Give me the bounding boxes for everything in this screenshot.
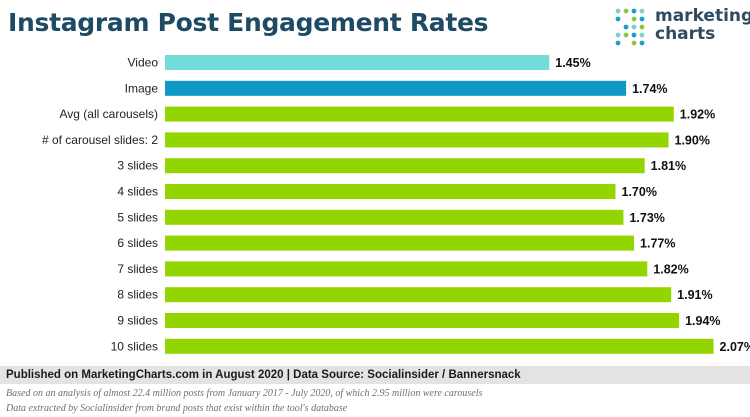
logo-dot bbox=[639, 8, 645, 14]
logo-dot bbox=[615, 32, 621, 38]
logo-dot bbox=[623, 24, 629, 30]
logo-dot bbox=[623, 8, 629, 14]
bar bbox=[165, 313, 680, 328]
data-label: 1.92% bbox=[680, 108, 715, 122]
bar bbox=[165, 261, 648, 277]
logo-dot bbox=[639, 16, 645, 22]
bar bbox=[165, 338, 714, 354]
data-label: 1.82% bbox=[653, 262, 688, 276]
category-label: Video bbox=[128, 56, 159, 70]
category-label: 9 slides bbox=[117, 314, 158, 328]
logo-dot bbox=[639, 40, 645, 46]
data-label: 1.70% bbox=[622, 185, 657, 199]
logo-dot bbox=[631, 24, 637, 30]
data-label: 1.90% bbox=[675, 133, 710, 147]
bar bbox=[165, 235, 635, 251]
bar bbox=[165, 55, 550, 70]
data-label: 1.73% bbox=[629, 211, 664, 225]
category-label: 8 slides bbox=[117, 288, 158, 302]
logo-dot bbox=[639, 24, 645, 30]
footer-note-extraction: Data extracted by Socialinsider from bra… bbox=[6, 403, 348, 414]
footer-note-analysis: Based on an analysis of almost 22.4 mill… bbox=[6, 388, 483, 399]
logo-dot bbox=[615, 16, 621, 22]
logo-text-line2: charts bbox=[655, 24, 716, 44]
footer-source: Published on MarketingCharts.com in Augu… bbox=[0, 366, 750, 384]
data-label: 1.74% bbox=[632, 82, 667, 96]
category-label: 4 slides bbox=[117, 185, 158, 199]
category-label: Image bbox=[125, 81, 159, 95]
data-label: 1.94% bbox=[685, 314, 720, 328]
logo-dot bbox=[631, 32, 637, 38]
data-label: 1.45% bbox=[555, 56, 590, 70]
bar bbox=[165, 158, 645, 174]
logo-text-line1: marketing bbox=[655, 6, 750, 26]
chart-title: Instagram Post Engagement Rates bbox=[8, 8, 489, 37]
category-label: # of carousel slides: 2 bbox=[42, 133, 158, 147]
category-label: 10 slides bbox=[111, 339, 158, 353]
marketingcharts-logo: marketing charts bbox=[613, 5, 750, 47]
category-label: 3 slides bbox=[117, 159, 158, 173]
category-label: 7 slides bbox=[117, 262, 158, 276]
logo-dot bbox=[639, 32, 645, 38]
logo-dots-icon bbox=[615, 8, 645, 46]
category-label: 6 slides bbox=[117, 236, 158, 250]
bar bbox=[165, 106, 674, 122]
data-label: 1.81% bbox=[651, 159, 686, 173]
logo-dot bbox=[623, 32, 629, 38]
bar bbox=[165, 209, 624, 225]
category-label: 5 slides bbox=[117, 210, 158, 224]
bar bbox=[165, 132, 669, 148]
logo-dot bbox=[615, 8, 621, 14]
logo-dot bbox=[631, 8, 637, 14]
bar bbox=[165, 80, 627, 96]
bar bbox=[165, 287, 672, 303]
data-label: 1.91% bbox=[677, 288, 712, 302]
category-label: Avg (all carousels) bbox=[60, 107, 158, 121]
logo-dot bbox=[615, 40, 621, 46]
logo-dot bbox=[631, 16, 637, 22]
footer: Published on MarketingCharts.com in Augu… bbox=[0, 366, 750, 417]
bar bbox=[165, 184, 616, 199]
data-label: 2.07% bbox=[720, 340, 750, 354]
logo-dot bbox=[631, 40, 637, 46]
bar-chart: Video 1.45% Image 1.74% Avg (all carousels) 1… bbox=[42, 55, 750, 354]
data-label: 1.77% bbox=[640, 237, 675, 251]
